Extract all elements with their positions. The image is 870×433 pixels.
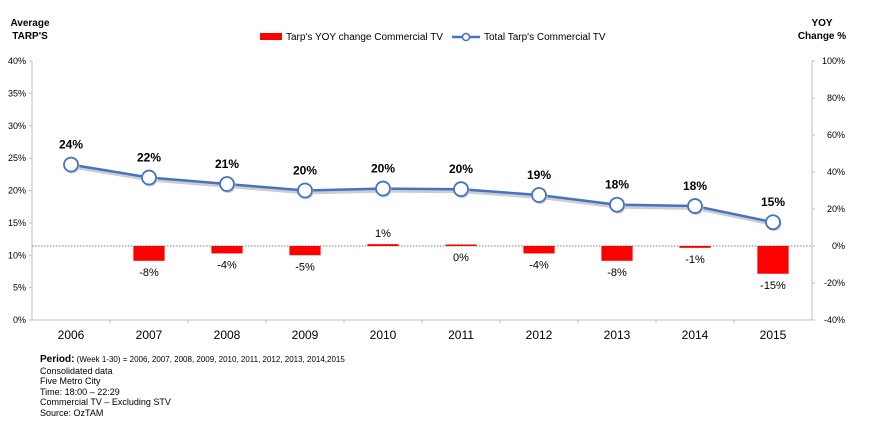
- bar-value-label: -15%: [760, 280, 786, 292]
- x-category-label: 2014: [682, 328, 709, 342]
- line-total-tarps: [70, 163, 774, 224]
- right-tick-label: 60%: [827, 130, 845, 140]
- x-category-label: 2011: [448, 328, 474, 342]
- x-category-label: 2006: [58, 328, 85, 342]
- left-tick-label: 10%: [8, 250, 26, 260]
- right-tick-label: 80%: [827, 93, 845, 103]
- right-axis-title-line2: Change %: [798, 31, 846, 42]
- note-time: Time: 18:00 – 22:29: [40, 386, 120, 397]
- line-shadow: [72, 164, 775, 227]
- x-category-label: 2008: [214, 328, 241, 342]
- x-category-label: 2015: [760, 328, 787, 342]
- left-tick-label: 15%: [8, 218, 26, 228]
- line-marker: [531, 187, 547, 203]
- right-tick-label: 40%: [827, 167, 845, 177]
- line-marker: [297, 182, 313, 199]
- line-value-label: 15%: [761, 195, 785, 209]
- right-tick-label: -20%: [824, 278, 845, 288]
- bar-yoy-change: [445, 244, 477, 246]
- bar-yoy-change: [133, 246, 165, 261]
- line-marker: [141, 169, 157, 186]
- left-axis-title-line2: TARP'S: [12, 31, 48, 42]
- chart-notes: Period: (Week 1-30) = 2006, 2007, 2008, …: [40, 354, 345, 418]
- legend-line-label: Total Tarp's Commercial TV: [484, 32, 606, 43]
- left-tick-label: 30%: [8, 121, 26, 131]
- line-marker: [63, 156, 79, 173]
- line-marker: [375, 180, 391, 197]
- right-tick-label: -40%: [824, 315, 845, 325]
- line-value-label: 18%: [683, 179, 707, 193]
- x-category-label: 2009: [292, 328, 319, 342]
- bar-value-label: -8%: [607, 267, 627, 279]
- bar-value-label: 0%: [453, 252, 469, 264]
- line-value-label: 22%: [137, 151, 161, 165]
- left-tick-label: 35%: [8, 88, 26, 98]
- left-tick-label: 25%: [8, 153, 26, 163]
- line-value-label: 24%: [59, 138, 83, 152]
- note-channel: Commercial TV – Excluding STV: [40, 397, 171, 407]
- line-value-label: 21%: [215, 157, 239, 171]
- line-value-label: 19%: [527, 168, 551, 182]
- right-tick-label: 20%: [827, 204, 845, 214]
- period-line: Period: (Week 1-30) = 2006, 2007, 2008, …: [40, 354, 345, 366]
- x-category-label: 2013: [604, 328, 631, 342]
- line-value-label: 20%: [371, 162, 395, 176]
- bar-value-label: -4%: [529, 259, 549, 271]
- left-axis-title-line1: Average: [10, 18, 50, 29]
- note-source: Source: OzTAM: [40, 407, 104, 418]
- period-text: (Week 1-30) = 2006, 2007, 2008, 2009, 20…: [74, 355, 345, 364]
- line-marker: [219, 176, 235, 192]
- bar-yoy-change: [679, 246, 711, 248]
- line-value-label: 18%: [605, 178, 629, 192]
- line-marker: [687, 198, 703, 214]
- right-axis-title-line1: YOY: [811, 18, 832, 29]
- right-tick-label: 0%: [832, 241, 845, 251]
- bar-value-label: 1%: [375, 228, 391, 240]
- bar-yoy-change: [211, 246, 243, 254]
- bar-value-label: -4%: [217, 259, 237, 271]
- bar-value-label: -8%: [139, 267, 159, 279]
- bar-value-label: -5%: [295, 261, 315, 273]
- legend-bar-label: Tarp's YOY change Commercial TV: [286, 32, 443, 43]
- note-consolidated: Consolidated data: [40, 365, 113, 376]
- legend-bar-swatch: [260, 33, 282, 40]
- line-marker: [453, 181, 469, 198]
- bar-yoy-change: [367, 244, 399, 246]
- bar-yoy-change: [757, 246, 789, 274]
- legend: Tarp's YOY change Commercial TV Total Ta…: [260, 32, 606, 43]
- bar-value-label: -1%: [685, 254, 705, 266]
- left-tick-label: 20%: [8, 186, 26, 196]
- bar-yoy-change: [523, 246, 555, 254]
- x-category-label: 2012: [526, 328, 553, 342]
- right-tick-label: 100%: [822, 56, 845, 66]
- bar-yoy-change: [601, 246, 633, 261]
- note-cities: Five Metro City: [40, 376, 101, 386]
- line-marker: [609, 196, 625, 213]
- x-category-label: 2010: [370, 328, 397, 342]
- line-marker: [765, 214, 781, 231]
- left-tick-label: 5%: [13, 283, 26, 293]
- line-value-label: 20%: [293, 164, 317, 178]
- line-value-label: 20%: [449, 162, 473, 176]
- x-category-label: 2007: [136, 328, 163, 342]
- legend-line-marker: [461, 32, 471, 42]
- left-tick-label: 0%: [13, 315, 26, 325]
- bar-yoy-change: [289, 246, 321, 256]
- period-label: Period:: [40, 354, 75, 365]
- left-tick-label: 40%: [8, 56, 26, 66]
